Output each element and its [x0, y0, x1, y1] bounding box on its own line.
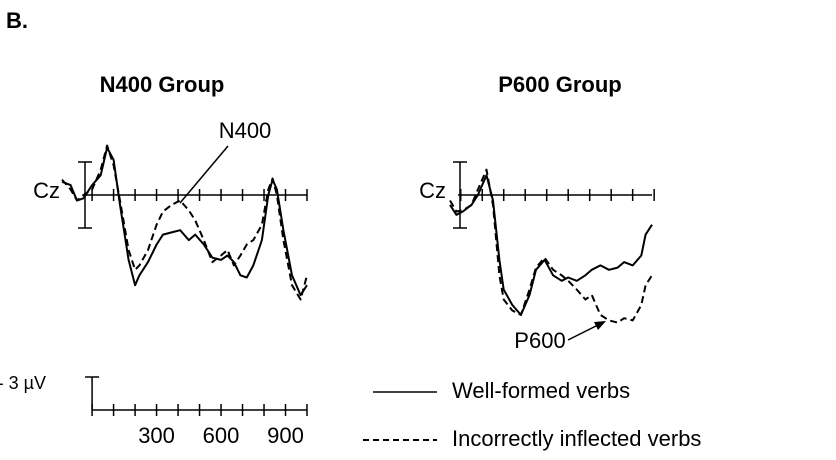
chart-title: N400 Group	[100, 72, 225, 97]
arrow-head	[594, 321, 606, 330]
electrode-label: Cz	[419, 178, 446, 203]
erp-line	[61, 144, 308, 301]
erp-line	[449, 174, 653, 316]
erp-line	[61, 146, 308, 297]
x-tick-label: 600	[203, 423, 240, 448]
erp-line	[449, 168, 653, 324]
legend-label: Incorrectly inflected verbs	[452, 426, 701, 451]
annotation: P600	[514, 328, 565, 353]
panel-label: B.	[6, 8, 28, 33]
electrode-label: Cz	[33, 178, 60, 203]
scale-bar-label: - 3 µV	[0, 373, 46, 393]
legend-label: Well-formed verbs	[452, 378, 630, 403]
x-tick-label: 300	[138, 423, 175, 448]
x-tick-label: 900	[267, 423, 304, 448]
annotation: N400	[219, 118, 272, 143]
chart-title: P600 Group	[498, 72, 621, 97]
annotation-arrow	[179, 145, 229, 204]
